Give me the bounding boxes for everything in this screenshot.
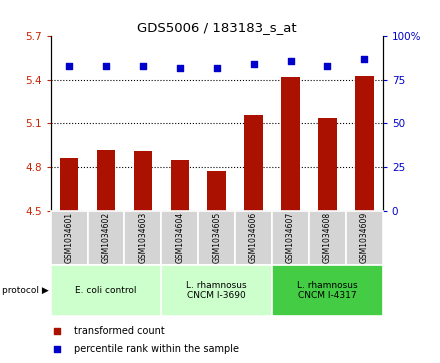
- Text: GSM1034606: GSM1034606: [249, 212, 258, 264]
- Text: GSM1034602: GSM1034602: [102, 212, 110, 263]
- Point: [213, 65, 220, 70]
- Point: [103, 63, 110, 69]
- Bar: [125, 211, 161, 265]
- Point: [324, 63, 331, 69]
- Bar: [161, 265, 272, 316]
- Point: [274, 75, 281, 81]
- Text: percentile rank within the sample: percentile rank within the sample: [74, 344, 239, 354]
- Bar: [51, 211, 88, 265]
- Point: [250, 61, 257, 67]
- Point: [287, 58, 294, 64]
- Point: [139, 63, 147, 69]
- Bar: [309, 211, 346, 265]
- Bar: [198, 211, 235, 265]
- Bar: [208, 171, 226, 211]
- Point: [274, 246, 281, 252]
- Text: GSM1034601: GSM1034601: [65, 212, 73, 263]
- Bar: [97, 150, 115, 211]
- Point: [66, 63, 73, 69]
- Bar: [272, 211, 309, 265]
- Text: GSM1034603: GSM1034603: [138, 212, 147, 264]
- Text: E. coli control: E. coli control: [75, 286, 137, 295]
- Text: GSM1034605: GSM1034605: [212, 212, 221, 264]
- Text: GSM1034608: GSM1034608: [323, 212, 332, 263]
- Bar: [235, 211, 272, 265]
- Text: GSM1034609: GSM1034609: [360, 212, 369, 264]
- Bar: [134, 151, 152, 211]
- Title: GDS5006 / 183183_s_at: GDS5006 / 183183_s_at: [137, 21, 297, 34]
- Bar: [272, 265, 383, 316]
- Bar: [51, 265, 161, 316]
- Text: L. rhamnosus
CNCM I-3690: L. rhamnosus CNCM I-3690: [187, 281, 247, 300]
- Bar: [171, 160, 189, 211]
- Text: L. rhamnosus
CNCM I-4317: L. rhamnosus CNCM I-4317: [297, 281, 358, 300]
- Text: transformed count: transformed count: [74, 326, 165, 336]
- Bar: [60, 158, 78, 211]
- Bar: [281, 77, 300, 211]
- Text: protocol ▶: protocol ▶: [2, 286, 49, 295]
- Point: [176, 65, 183, 70]
- Point: [361, 56, 368, 62]
- Bar: [355, 76, 374, 211]
- Text: GSM1034607: GSM1034607: [286, 212, 295, 264]
- Bar: [161, 211, 198, 265]
- Bar: [244, 115, 263, 211]
- Bar: [346, 211, 383, 265]
- Text: GSM1034604: GSM1034604: [175, 212, 184, 264]
- Bar: [88, 211, 125, 265]
- Bar: [318, 118, 337, 211]
